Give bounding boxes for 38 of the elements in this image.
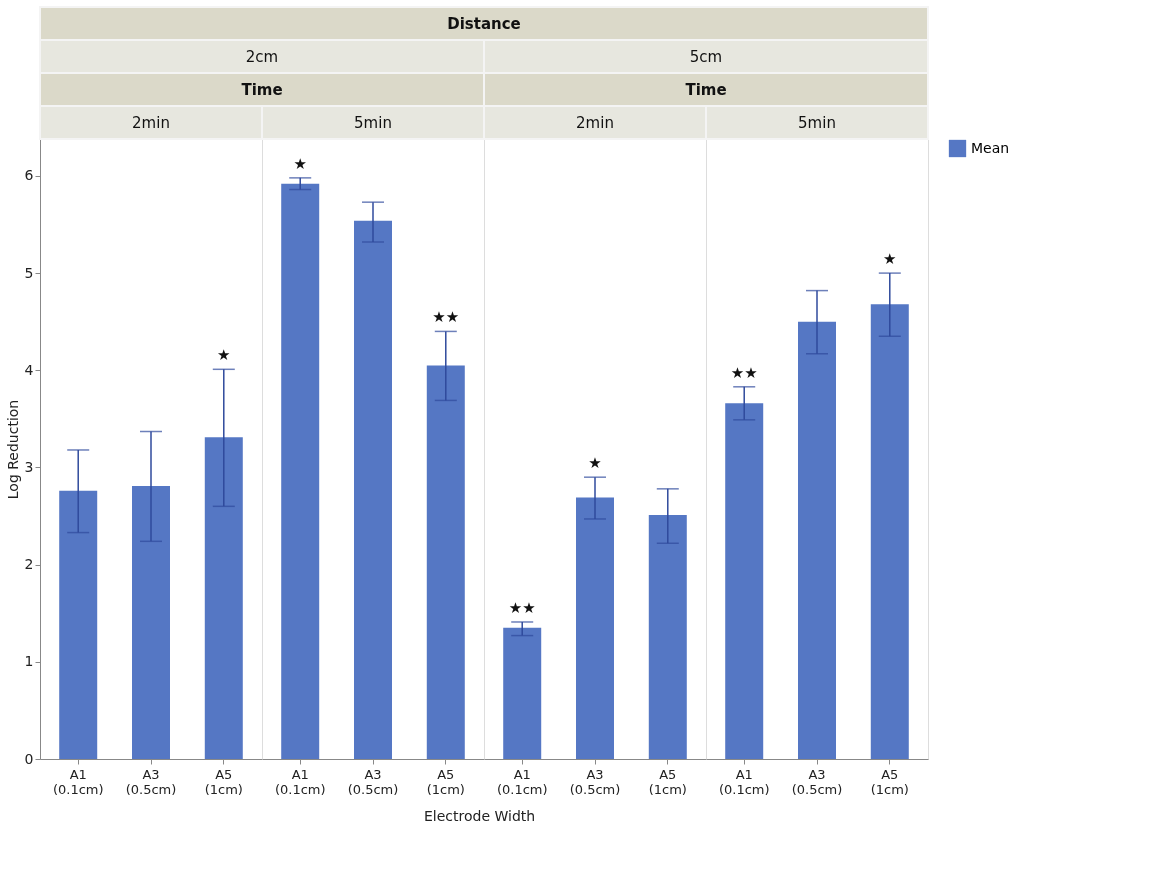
annotation: ★★ bbox=[432, 308, 460, 327]
x-tick-label: A5 (1cm) bbox=[204, 766, 243, 797]
x-tick-label: A1 (0.1cm) bbox=[496, 766, 548, 797]
x-tick-label: A1 (0.1cm) bbox=[274, 766, 326, 797]
annotation: ★★ bbox=[730, 363, 758, 382]
x-tick-label: A3 (0.5cm) bbox=[791, 766, 843, 797]
text: 5cm bbox=[689, 47, 723, 66]
x-tick-label: A3 (0.5cm) bbox=[347, 766, 399, 797]
y-tick-label: 1 bbox=[24, 653, 34, 670]
annotation: ★ bbox=[293, 154, 307, 173]
y-tick-label: 3 bbox=[24, 458, 34, 475]
annotation: ★ bbox=[883, 250, 897, 269]
y-tick-label: 6 bbox=[24, 167, 34, 184]
text: Distance bbox=[447, 14, 521, 33]
x-axis-title: Electrode Width bbox=[423, 808, 536, 824]
text: Time bbox=[685, 80, 727, 99]
chart-title: 5min bbox=[354, 113, 392, 132]
y-tick-label: 4 bbox=[24, 361, 34, 378]
y-tick-label: 2 bbox=[24, 556, 34, 573]
y-axis-title: Log Reduction bbox=[4, 399, 21, 500]
chart-title: 2min bbox=[132, 113, 170, 132]
y-tick-label: 5 bbox=[24, 264, 34, 281]
x-tick-label: A1 (0.1cm) bbox=[52, 766, 104, 797]
legend-label: Mean bbox=[971, 139, 1010, 156]
x-tick-label: A1 (0.1cm) bbox=[718, 766, 770, 797]
x-tick-label: A3 (0.5cm) bbox=[569, 766, 621, 797]
x-tick-label: A5 (1cm) bbox=[426, 766, 465, 797]
chart-title: 2min bbox=[576, 113, 614, 132]
annotation: ★★ bbox=[508, 598, 536, 617]
annotation: ★ bbox=[588, 454, 602, 473]
x-tick-label: A5 (1cm) bbox=[648, 766, 687, 797]
x-tick-label: A3 (0.5cm) bbox=[125, 766, 177, 797]
text: 2cm bbox=[245, 47, 279, 66]
annotation: ★ bbox=[217, 346, 231, 365]
y-tick-label: 0 bbox=[24, 750, 34, 767]
x-tick-label: A5 (1cm) bbox=[870, 766, 909, 797]
text: Time bbox=[241, 80, 283, 99]
chart-title: 5min bbox=[798, 113, 836, 132]
